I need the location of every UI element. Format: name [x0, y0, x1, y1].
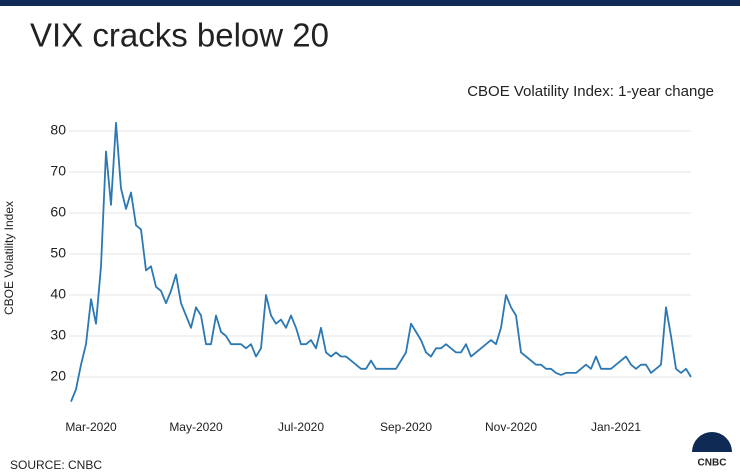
chart-subtitle: CBOE Volatility Index: 1-year change	[467, 83, 714, 100]
x-tick-label: Mar-2020	[65, 420, 117, 434]
chart-title: VIX cracks below 20	[30, 17, 329, 54]
logo-shape	[692, 432, 732, 452]
y-tick-label: 30	[50, 327, 66, 343]
y-tick-label: 60	[50, 204, 66, 220]
y-axis-label: CBOE Volatility Index	[2, 201, 16, 315]
logo-text: CNBC	[698, 458, 727, 469]
x-tick-label: Jan-2021	[591, 420, 641, 434]
y-tick-label: 20	[50, 368, 66, 384]
y-tick-label: 70	[50, 163, 66, 179]
y-tick-label: 40	[50, 286, 66, 302]
logo: CNBC	[692, 432, 732, 469]
x-tick-label: Sep-2020	[380, 420, 432, 434]
x-tick-label: Jul-2020	[278, 420, 324, 434]
line	[70, 121, 692, 402]
y-tick-label: 50	[50, 245, 66, 261]
y-tick-label: 80	[50, 122, 66, 138]
top-bar	[0, 0, 740, 6]
x-tick-label: May-2020	[169, 420, 223, 434]
source: SOURCE: CNBC	[10, 458, 102, 472]
x-tick-label: Nov-2020	[485, 420, 537, 434]
